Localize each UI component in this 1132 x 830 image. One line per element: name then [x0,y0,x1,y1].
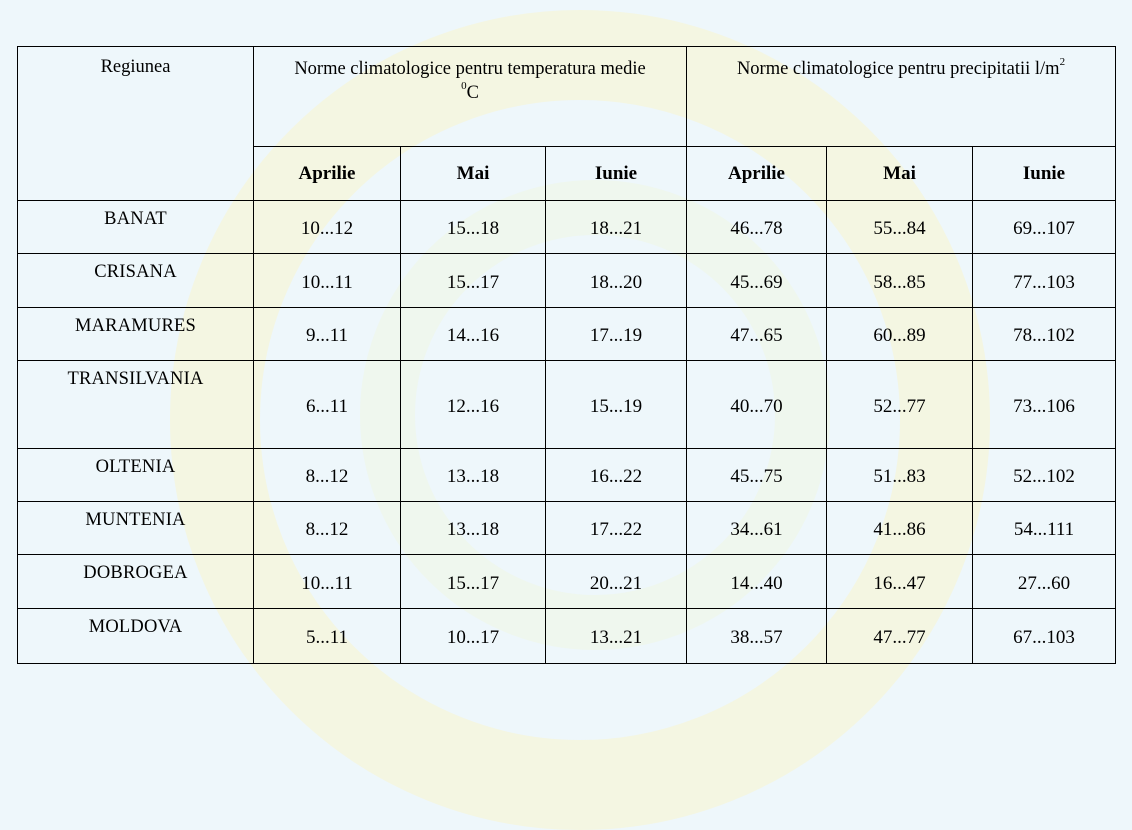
month-header-precip-may: Mai [826,146,973,201]
table-cell: 40...70 [686,360,827,449]
table-cell: 54...111 [971,501,1117,555]
region-name: CRISANA [17,253,254,308]
table-cell: 20...21 [545,554,687,609]
table-cell: 9...11 [253,307,401,361]
table-cell: 15...18 [400,200,546,254]
table-cell: 67...103 [971,608,1117,664]
table-cell: 47...65 [686,307,827,361]
precipitation-unit-exponent: 2 [1059,56,1066,68]
table-cell: 15...19 [545,360,687,449]
table-cell: 18...20 [545,253,687,308]
table-cell: 10...11 [253,253,401,308]
table-row: MUNTENIA 8...12 13...18 17...22 34...61 41...… [17,501,1117,555]
month-header-precip-june: Iunie [971,146,1117,201]
table-cell: 17...19 [545,307,687,361]
header-group-row: Regiunea Norme climatologice pentru temp… [17,46,1117,201]
month-header-temp-june: Iunie [545,146,687,201]
table-cell: 10...12 [253,200,401,254]
table-cell: 10...11 [253,554,401,609]
table-row: MOLDOVA 5...11 10...17 13...21 38...57 47...7… [17,608,1117,664]
table-cell: 16...22 [545,448,687,502]
table-cell: 58...85 [826,253,973,308]
month-header-temp-may: Mai [400,146,546,201]
temperature-header: Norme climatologice pentru temperatura m… [253,46,687,147]
table-cell: 78...102 [971,307,1117,361]
table-cell: 45...69 [686,253,827,308]
climate-norms-table: Regiunea Norme climatologice pentru temp… [17,46,1117,664]
temperature-header-label: Norme climatologice pentru temperatura m… [294,59,646,79]
table-cell: 47...77 [826,608,973,664]
header-month-row: Aprilie Mai Iunie Aprilie Mai Iunie [18,146,1117,201]
table-cell: 6...11 [253,360,401,449]
table-row: MARAMURES 9...11 14...16 17...19 47...65 60..… [17,307,1117,361]
region-name: MARAMURES [17,307,254,361]
table-cell: 52...77 [826,360,973,449]
temperature-unit: C [466,83,479,103]
table-cell: 15...17 [400,253,546,308]
precipitation-header-label: Norme climatologice pentru precipitatii … [736,59,1060,79]
table-cell: 17...22 [545,501,687,555]
table-row: CRISANA 10...11 15...17 18...20 45...69 58...… [17,253,1117,308]
table-cell: 16...47 [826,554,973,609]
table-cell: 60...89 [826,307,973,361]
region-name: MUNTENIA [17,501,254,555]
table-cell: 46...78 [686,200,827,254]
table-cell: 14...16 [400,307,546,361]
region-name: DOBROGEA [17,554,254,609]
table-cell: 18...21 [545,200,687,254]
month-header-precip-april: Aprilie [686,146,827,201]
temperature-unit-degree: 0 [461,80,467,92]
table-cell: 8...12 [253,448,401,502]
table-cell: 41...86 [826,501,973,555]
region-header-label: Regiunea [100,57,171,77]
region-name: BANAT [17,200,254,254]
table-cell: 77...103 [971,253,1117,308]
table-cell: 14...40 [686,554,827,609]
region-header: Regiunea [17,46,254,201]
table-cell: 69...107 [971,200,1117,254]
table-cell: 15...17 [400,554,546,609]
table-cell: 13...18 [400,501,546,555]
region-name: TRANSILVANIA [17,360,254,449]
table-cell: 27...60 [971,554,1117,609]
table-row: BANAT 10...12 15...18 18...21 46...78 55...84… [17,200,1117,254]
table-row: DOBROGEA 10...11 15...17 20...21 14...40 16..… [17,554,1117,609]
table-cell: 52...102 [971,448,1117,502]
table-cell: 45...75 [686,448,827,502]
table-cell: 34...61 [686,501,827,555]
table-cell: 13...18 [400,448,546,502]
month-header-temp-april: Aprilie [253,146,401,201]
table-cell: 51...83 [826,448,973,502]
table-row: OLTENIA 8...12 13...18 16...22 45...75 51...8… [17,448,1117,502]
table-cell: 38...57 [686,608,827,664]
precipitation-header: Norme climatologice pentru precipitatii … [685,46,1117,147]
table-cell: 55...84 [826,200,973,254]
table-cell: 13...21 [545,608,687,664]
table-cell: 73...106 [971,360,1117,449]
table-cell: 12...16 [400,360,546,449]
table-cell: 10...17 [400,608,546,664]
table-cell: 5...11 [253,608,401,664]
region-name: MOLDOVA [17,608,254,664]
region-name: OLTENIA [17,448,254,502]
table-row: TRANSILVANIA 6...11 12...16 15...19 40...70 5… [17,360,1117,449]
table-cell: 8...12 [253,501,401,555]
